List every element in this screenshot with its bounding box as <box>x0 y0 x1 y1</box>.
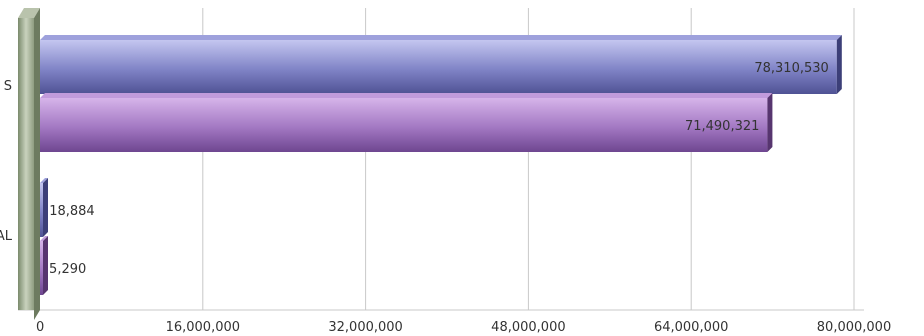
x-tick-label: 16,000,000 <box>166 320 240 335</box>
bar-top-face <box>40 178 48 183</box>
bar-side-face <box>43 178 48 237</box>
axis-wall-top <box>18 8 40 18</box>
bar-top-face <box>40 35 842 40</box>
axis-wall <box>18 8 40 320</box>
data-label: 18,884 <box>49 204 95 219</box>
bars <box>40 35 842 295</box>
bar-top-face <box>40 236 48 241</box>
x-tick-label: 48,000,000 <box>491 320 565 335</box>
category-label: S <box>4 79 12 94</box>
labels: 78,310,530 18,884 71,490,321 5,290 S AL 0 16,00… <box>0 61 891 335</box>
bar-side-face <box>836 35 842 94</box>
bar-side-face <box>767 93 773 152</box>
category-label: AL <box>0 229 13 244</box>
bar-al-series-1 <box>40 183 43 237</box>
x-tick-label: 0 <box>36 320 44 335</box>
data-label: 71,490,321 <box>685 119 759 134</box>
x-tick-label: 64,000,000 <box>654 320 728 335</box>
axis-wall-side <box>34 8 40 320</box>
x-tick-label: 32,000,000 <box>328 320 402 335</box>
bar-al-series-2 <box>40 241 43 295</box>
bar-s-series-1 <box>40 40 837 94</box>
data-label: 78,310,530 <box>754 61 828 76</box>
bar-s-series-2 <box>40 98 768 152</box>
axis-wall-face <box>18 18 34 310</box>
x-tick-label: 80,000,000 <box>817 320 891 335</box>
bar-top-face <box>40 93 773 98</box>
bar-side-face <box>43 236 48 295</box>
data-label: 5,290 <box>49 262 86 277</box>
